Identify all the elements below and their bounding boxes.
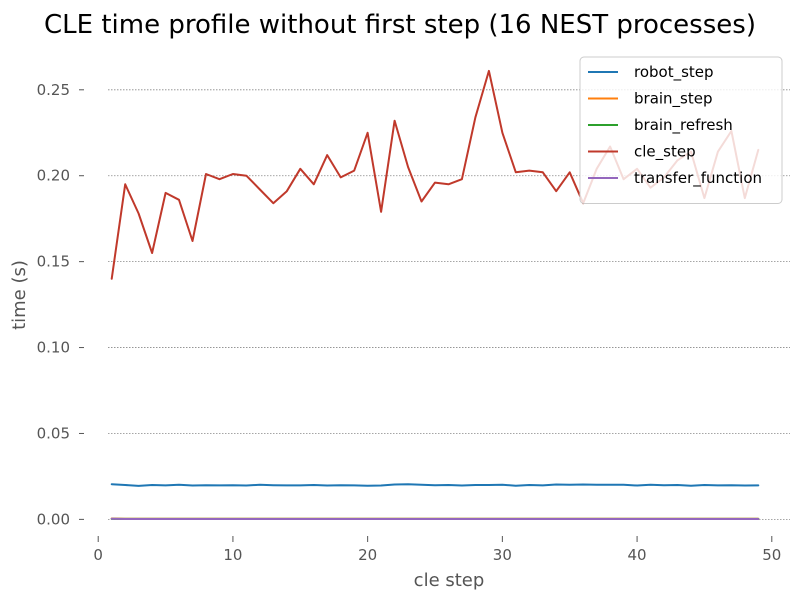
x-tick-label: 0 [93, 546, 103, 564]
legend: robot_step brain_step brain_refresh cle_ste… [579, 56, 783, 204]
y-axis: 0.00 0.05 0.10 0.15 0.20 0.25 [37, 81, 84, 528]
y-tick-label: 0.25 [37, 81, 70, 99]
y-tick-label: 0.20 [37, 167, 70, 185]
x-axis-label: cle step [414, 570, 485, 591]
x-tick-label: 20 [358, 546, 377, 564]
plot-area [110, 69, 760, 520]
x-tick-label: 10 [223, 546, 242, 564]
y-tick-label: 0.05 [37, 424, 70, 442]
y-tick-label: 0.10 [37, 339, 70, 357]
x-tick-label: 40 [628, 546, 647, 564]
x-axis: 0 10 20 30 40 50 [93, 536, 781, 564]
legend-label: brain_refresh [634, 116, 733, 135]
legend-label: cle_step [634, 143, 696, 162]
legend-label: robot_step [634, 63, 714, 82]
legend-box [579, 56, 783, 204]
y-axis-label: time (s) [9, 260, 30, 330]
y-tick-label: 0.15 [37, 253, 70, 271]
series-line-robot-step [110, 483, 760, 487]
x-tick-label: 50 [762, 546, 781, 564]
x-tick-label: 30 [493, 546, 512, 564]
chart-title: CLE time profile without first step (16 … [44, 10, 756, 40]
legend-label: brain_step [634, 90, 713, 109]
y-tick-label: 0.00 [37, 510, 70, 528]
legend-label: transfer_function [634, 169, 762, 188]
